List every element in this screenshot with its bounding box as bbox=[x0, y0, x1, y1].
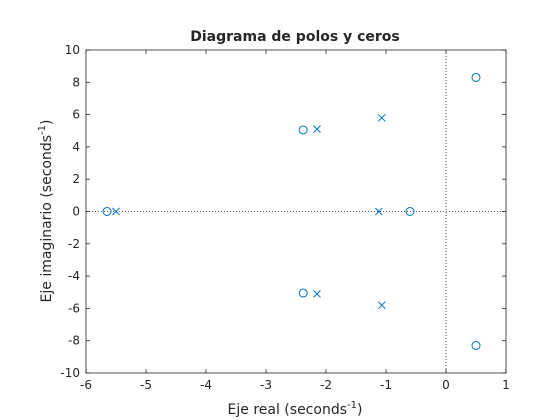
y-tick-label: -2 bbox=[68, 237, 80, 251]
pole-marker bbox=[377, 301, 386, 310]
x-tick-label: -2 bbox=[320, 378, 332, 392]
pole-marker-stroke bbox=[112, 207, 120, 216]
x-tick-label: 0 bbox=[442, 378, 450, 392]
pole-marker bbox=[377, 113, 386, 122]
y-tick-label: 10 bbox=[65, 43, 80, 57]
zero-marker bbox=[298, 125, 308, 135]
y-axis-label-tail: ) bbox=[39, 120, 55, 125]
y-tick-label: -8 bbox=[68, 334, 80, 348]
pole-marker bbox=[374, 207, 383, 216]
zero-marker bbox=[471, 72, 481, 82]
reference-lines bbox=[86, 50, 506, 373]
y-axis-label-superscript: -1 bbox=[37, 125, 48, 135]
y-tick-label: 8 bbox=[72, 75, 80, 89]
pole-marker-stroke bbox=[377, 113, 386, 122]
x-tick-label: -3 bbox=[260, 378, 272, 392]
x-axis-label-tail: ) bbox=[357, 402, 362, 418]
y-axis-label: Eje imaginario (seconds-1) bbox=[37, 120, 55, 303]
zero-marker bbox=[298, 288, 308, 298]
x-axis-label-superscript: -1 bbox=[347, 400, 357, 411]
zero-marker bbox=[471, 341, 481, 351]
chart-title: Diagrama de polos y ceros bbox=[190, 29, 399, 45]
y-tick-label: -10 bbox=[60, 366, 80, 380]
pole-marker bbox=[313, 125, 321, 133]
pole-marker-stroke bbox=[377, 301, 386, 310]
pole-marker-stroke bbox=[313, 290, 321, 298]
y-tick-label: -6 bbox=[68, 301, 80, 315]
pole-marker-stroke bbox=[374, 207, 383, 216]
y-tick-label: 6 bbox=[72, 108, 80, 122]
y-tick-label: 2 bbox=[72, 172, 80, 186]
x-tick-label: -4 bbox=[200, 378, 212, 392]
pole-marker bbox=[313, 290, 321, 298]
x-tick-label: 1 bbox=[502, 378, 510, 392]
y-tick-label: 0 bbox=[72, 205, 80, 219]
x-tick-label: -5 bbox=[140, 378, 152, 392]
x-tick-label: -6 bbox=[80, 378, 92, 392]
x-axis-label-main: Eje real (seconds bbox=[228, 402, 347, 418]
y-tick-label: 4 bbox=[72, 140, 80, 154]
pole-marker-stroke bbox=[313, 125, 321, 133]
zero-marker bbox=[405, 207, 415, 216]
markers bbox=[102, 72, 481, 351]
zero-marker bbox=[102, 207, 112, 216]
x-axis-label: Eje real (seconds-1) bbox=[228, 400, 363, 418]
pole-marker bbox=[112, 207, 120, 216]
y-tick-label: -4 bbox=[68, 269, 80, 283]
y-axis-label-main: Eje imaginario (seconds bbox=[39, 135, 55, 302]
x-tick-label: -1 bbox=[380, 378, 392, 392]
